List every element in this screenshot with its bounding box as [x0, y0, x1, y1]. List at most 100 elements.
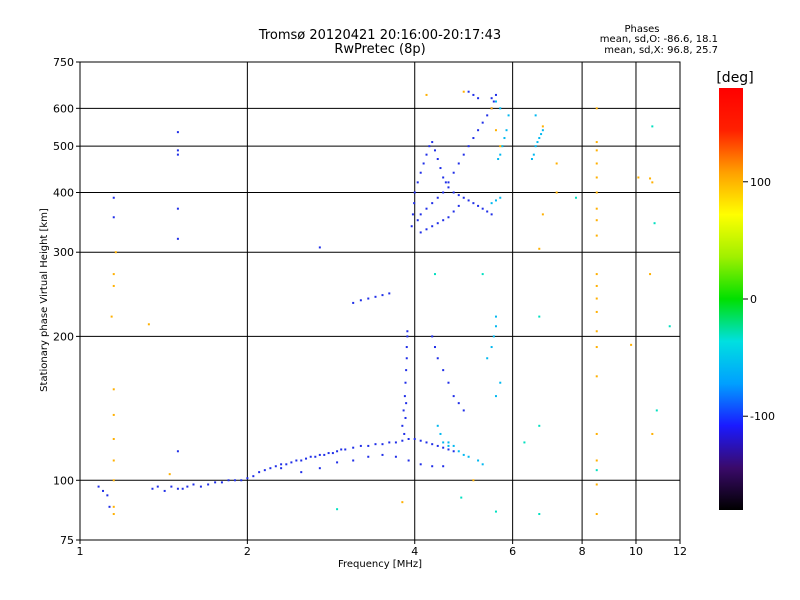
x-tick-label: 1: [77, 545, 84, 558]
data-point: [595, 176, 598, 179]
data-point: [477, 204, 480, 207]
data-point: [367, 297, 370, 300]
data-point: [407, 459, 410, 462]
data-point: [359, 444, 362, 447]
data-point: [112, 273, 115, 276]
data-point: [156, 485, 159, 488]
data-point: [595, 284, 598, 287]
data-point: [649, 177, 652, 180]
data-point: [318, 467, 321, 470]
data-point: [207, 483, 210, 486]
x-tick-label: 10: [629, 545, 643, 558]
data-point: [433, 273, 436, 276]
data-point: [447, 216, 450, 219]
data-point: [595, 297, 598, 300]
colorbar-tick-label: -100: [750, 410, 775, 423]
data-point: [668, 325, 671, 328]
data-point: [472, 479, 475, 482]
data-point: [595, 107, 598, 110]
data-point: [457, 162, 460, 165]
data-point: [499, 107, 502, 110]
data-point: [651, 125, 654, 128]
colorbar-ticks: -100 0 100: [743, 176, 775, 423]
data-point: [494, 199, 497, 202]
data-point: [523, 441, 526, 444]
data-point: [439, 167, 442, 170]
data-point: [534, 114, 537, 117]
data-point: [227, 479, 230, 482]
colorbar-tick-label: 0: [750, 293, 757, 306]
data-point: [452, 191, 455, 194]
data-point: [467, 455, 470, 458]
data-point: [457, 450, 460, 453]
data-point: [536, 141, 539, 144]
data-point: [163, 489, 166, 492]
data-point: [457, 402, 460, 405]
y-tick-label: 750: [53, 56, 74, 69]
data-point: [314, 455, 317, 458]
data-point: [507, 114, 510, 117]
data-point: [112, 513, 115, 516]
data-point: [318, 453, 321, 456]
data-point: [436, 222, 439, 225]
data-point: [447, 441, 450, 444]
data-point: [494, 315, 497, 318]
data-point: [541, 213, 544, 216]
data-point: [477, 459, 480, 462]
data-point: [486, 114, 489, 117]
data-point: [404, 416, 407, 419]
data-point: [472, 93, 475, 96]
data-point: [481, 121, 484, 124]
data-point: [490, 346, 493, 349]
data-point: [431, 443, 434, 446]
data-point: [336, 461, 339, 464]
data-point: [214, 481, 217, 484]
data-point: [422, 162, 425, 165]
data-point: [442, 191, 445, 194]
data-point: [499, 196, 502, 199]
data-point: [336, 508, 339, 511]
data-point: [555, 162, 558, 165]
data-point: [290, 461, 293, 464]
data-point: [176, 487, 179, 490]
data-point: [505, 129, 508, 132]
data-point: [447, 444, 450, 447]
data-point: [595, 219, 598, 222]
data-point: [359, 299, 362, 302]
data-point: [433, 149, 436, 152]
data-point: [481, 207, 484, 210]
data-point: [309, 455, 312, 458]
data-point: [280, 463, 283, 466]
data-point: [419, 231, 422, 234]
data-point: [431, 141, 434, 144]
data-point: [352, 446, 355, 449]
y-tick-label: 200: [53, 330, 74, 343]
colorbar-tick-label: 100: [750, 176, 771, 189]
data-point: [444, 181, 447, 184]
data-point: [413, 191, 416, 194]
data-point: [336, 450, 339, 453]
data-point: [374, 295, 377, 298]
data-point: [436, 158, 439, 161]
data-point: [467, 145, 470, 148]
data-point: [538, 513, 541, 516]
data-point: [192, 483, 195, 486]
data-point: [534, 145, 537, 148]
data-point: [240, 479, 243, 482]
data-point: [401, 424, 404, 427]
data-point: [406, 330, 409, 333]
data-point: [108, 505, 111, 508]
data-point: [388, 292, 391, 295]
data-point: [651, 432, 654, 435]
data-point: [367, 455, 370, 458]
data-point: [401, 501, 404, 504]
data-point: [447, 181, 450, 184]
data-point: [381, 294, 384, 297]
data-point: [112, 479, 115, 482]
plot-area: [79, 61, 681, 541]
data-point: [452, 395, 455, 398]
data-point: [442, 446, 445, 449]
data-point: [494, 100, 497, 103]
data-point: [403, 395, 406, 398]
